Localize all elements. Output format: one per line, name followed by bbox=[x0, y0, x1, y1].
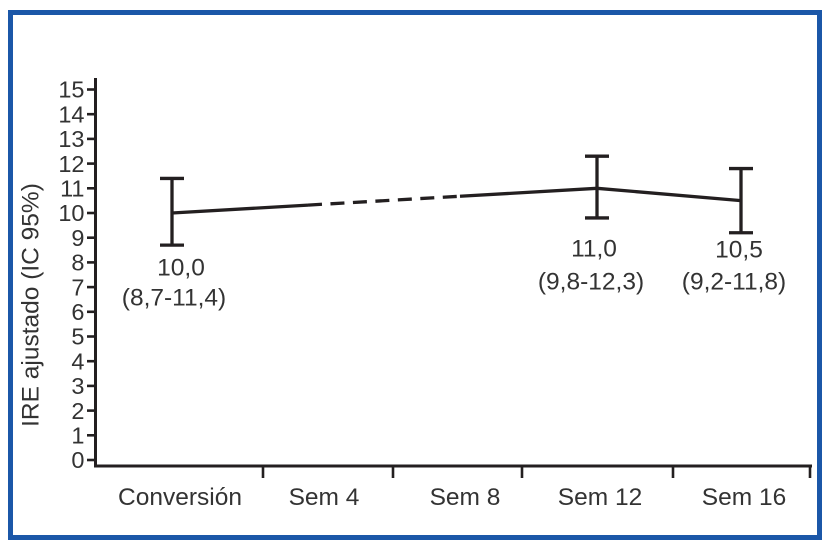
x-axis-label: Sem 16 bbox=[702, 484, 786, 511]
y-tick-label: 12 bbox=[58, 151, 84, 177]
y-tick-label: 6 bbox=[71, 299, 84, 325]
y-tick-label: 11 bbox=[60, 176, 84, 202]
y-tick-label: 5 bbox=[71, 324, 84, 350]
trend-line-segment bbox=[596, 186, 742, 203]
figure-border bbox=[8, 10, 822, 540]
ci-label: (8,7-11,4) bbox=[122, 285, 226, 312]
value-label: 10,5 bbox=[715, 237, 763, 264]
y-tick-label: 14 bbox=[58, 101, 84, 127]
y-tick-label: 13 bbox=[58, 126, 84, 152]
value-label: 10,0 bbox=[157, 255, 205, 282]
error-bar bbox=[585, 154, 609, 220]
trend-line-segment bbox=[171, 203, 309, 215]
y-tick-label: 9 bbox=[71, 225, 84, 251]
y-tick-label: 4 bbox=[71, 348, 84, 374]
x-axis-label: Conversión bbox=[118, 484, 242, 511]
x-axis-label: Sem 12 bbox=[558, 484, 642, 511]
trend-line-segment-dashed bbox=[307, 194, 461, 207]
y-tick-label: 15 bbox=[58, 77, 84, 103]
y-tick-label: 3 bbox=[71, 373, 84, 399]
y-tick-label: 0 bbox=[71, 447, 84, 473]
y-tick-label: 2 bbox=[71, 398, 84, 424]
x-axis-label: Sem 8 bbox=[430, 484, 501, 511]
x-axis-label: Sem 4 bbox=[289, 484, 360, 511]
y-tick-label: 7 bbox=[71, 274, 84, 300]
value-label: 11,0 bbox=[571, 236, 617, 263]
error-bar bbox=[160, 176, 184, 247]
y-tick-label: 1 bbox=[71, 423, 84, 449]
error-bar bbox=[729, 166, 753, 235]
y-tick-label: 10 bbox=[58, 200, 84, 226]
trend-line-segment bbox=[459, 186, 598, 198]
ci-label: (9,2-11,8) bbox=[682, 269, 786, 296]
ci-label: (9,8-12,3) bbox=[538, 269, 644, 296]
y-axis-title: IRE ajustado (IC 95%) bbox=[18, 183, 45, 427]
y-tick-label: 8 bbox=[71, 250, 84, 276]
